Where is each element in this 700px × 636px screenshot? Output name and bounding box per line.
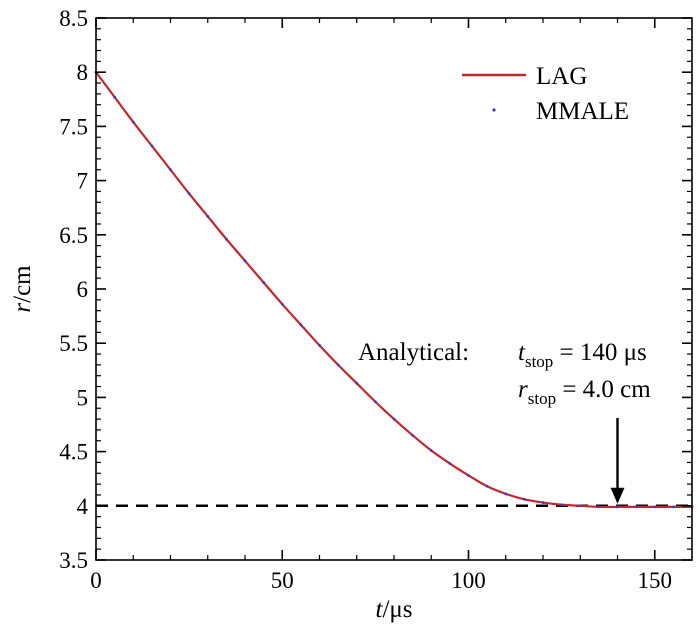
series-mmale-point: [131, 120, 135, 124]
series-mmale-point: [448, 462, 452, 465]
y-tick-label: 8.5: [59, 6, 88, 31]
series-lag-line: [95, 71, 692, 509]
series-mmale-point: [280, 302, 284, 306]
series-mmale-point: [560, 503, 564, 507]
series-mmale-point: [206, 214, 210, 218]
series-mmale-point: [243, 259, 247, 263]
series-mmale-point: [485, 484, 489, 488]
series-mmale-point: [522, 497, 526, 501]
annotation-prefix: Analytical:: [358, 339, 469, 366]
y-tick-label: 7: [77, 169, 89, 194]
y-tick-label: 4.5: [59, 440, 88, 465]
x-tick-label: 100: [451, 568, 486, 593]
annotation-line1-value: = 140 μs: [553, 339, 646, 366]
annotation-line2-value: = 4.0 cm: [556, 376, 651, 403]
annotation-arrow-head: [610, 487, 625, 504]
y-tick-label: 5.5: [59, 331, 88, 356]
series-mmale-point: [634, 505, 638, 509]
series-mmale-point: [597, 505, 601, 509]
x-tick-label: 50: [271, 568, 294, 593]
x-axis-label-var: t: [375, 596, 383, 623]
annotation-line1: tstop = 140 μs: [518, 339, 647, 371]
annotation-line1-sub: stop: [525, 352, 553, 371]
legend: LAG MMALE: [462, 63, 629, 125]
legend-lag-label: LAG: [536, 63, 587, 90]
series-mmale-point: [113, 95, 117, 99]
series-mmale-point: [504, 492, 508, 496]
y-tick-label: 3.5: [59, 548, 88, 573]
annotation-line2: rstop = 4.0 cm: [518, 376, 651, 408]
y-tick-label: 6.5: [59, 223, 88, 248]
series-mmale-point: [411, 433, 415, 437]
series-mmale-point: [653, 505, 657, 509]
series-mmale-point: [318, 343, 321, 347]
series-mmale-point: [169, 168, 172, 172]
annotation-line2-sub: stop: [528, 389, 556, 408]
annotation-line2-var: r: [518, 376, 528, 403]
series-mmale-point: [150, 144, 154, 148]
series-mmale-point: [541, 501, 545, 504]
series-mmale-point: [616, 505, 619, 509]
y-axis-label-var: r: [9, 303, 36, 313]
legend-mmale-label: MMALE: [536, 98, 629, 125]
x-tick-label: 0: [90, 568, 102, 593]
x-tick-label: 150: [638, 568, 673, 593]
x-axis-label: t/μs: [375, 596, 412, 623]
y-tick-label: 5: [77, 385, 89, 410]
x-axis-label-unit: /μs: [382, 596, 412, 623]
series-mmale-point: [429, 449, 433, 452]
legend-mmale-swatch: [492, 108, 496, 112]
y-axis-label: r/cm: [9, 265, 36, 313]
series-mmale-point: [373, 400, 377, 404]
axes: 0 50 100 150 3.5 4 4.5 5 5.5 6 6.5 7 7.5 8 8.5 t/μs r/cm: [9, 6, 693, 623]
plot-area: [94, 70, 694, 509]
series-mmale-point: [671, 505, 675, 509]
y-tick-label: 7.5: [59, 114, 88, 139]
y-tick-label: 8: [77, 60, 89, 85]
y-tick-label: 6: [77, 277, 89, 302]
y-tick-label: 4: [77, 494, 89, 519]
series-mmale-point: [262, 281, 266, 284]
series-mmale-point: [467, 474, 470, 477]
series-mmale-point: [355, 381, 359, 385]
series-mmale-point: [392, 417, 396, 421]
annotation-line1-var: t: [518, 339, 526, 366]
series-mmale-point: [187, 192, 191, 196]
series-mmale-point: [299, 323, 303, 327]
series-mmale-point: [578, 504, 582, 508]
y-axis-label-unit: /cm: [9, 265, 36, 303]
series-mmale-point: [224, 237, 228, 241]
series-mmale-point: [336, 363, 340, 367]
